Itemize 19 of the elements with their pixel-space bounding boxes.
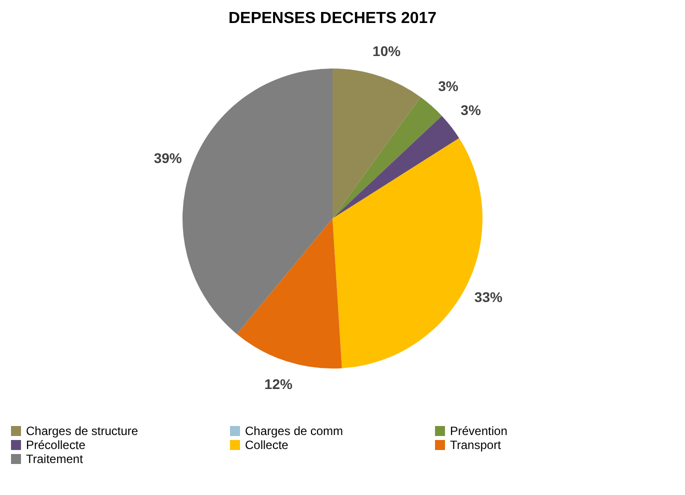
legend-label: Traitement <box>26 452 84 466</box>
legend-label: Transport <box>450 438 502 452</box>
data-label: 12% <box>264 376 293 392</box>
legend-label: Collecte <box>245 438 289 452</box>
legend-label: Prévention <box>450 424 508 438</box>
data-label: 33% <box>474 288 503 305</box>
legend-label: Précollecte <box>26 438 86 452</box>
pie-slice <box>332 97 442 218</box>
data-label: 3% <box>460 102 482 118</box>
legend-label: Charges de structure <box>26 424 138 438</box>
data-label: 39% <box>154 150 182 166</box>
pie-slice <box>332 68 421 218</box>
chart-title: DEPENSES DECHETS 2017 <box>228 10 437 27</box>
pie-slice <box>332 116 460 218</box>
data-label: 3% <box>438 78 459 94</box>
data-label: 10% <box>372 43 402 60</box>
pie-slice <box>236 218 342 368</box>
legend-label: Charges de comm <box>245 424 344 438</box>
pie-slice <box>182 68 332 334</box>
